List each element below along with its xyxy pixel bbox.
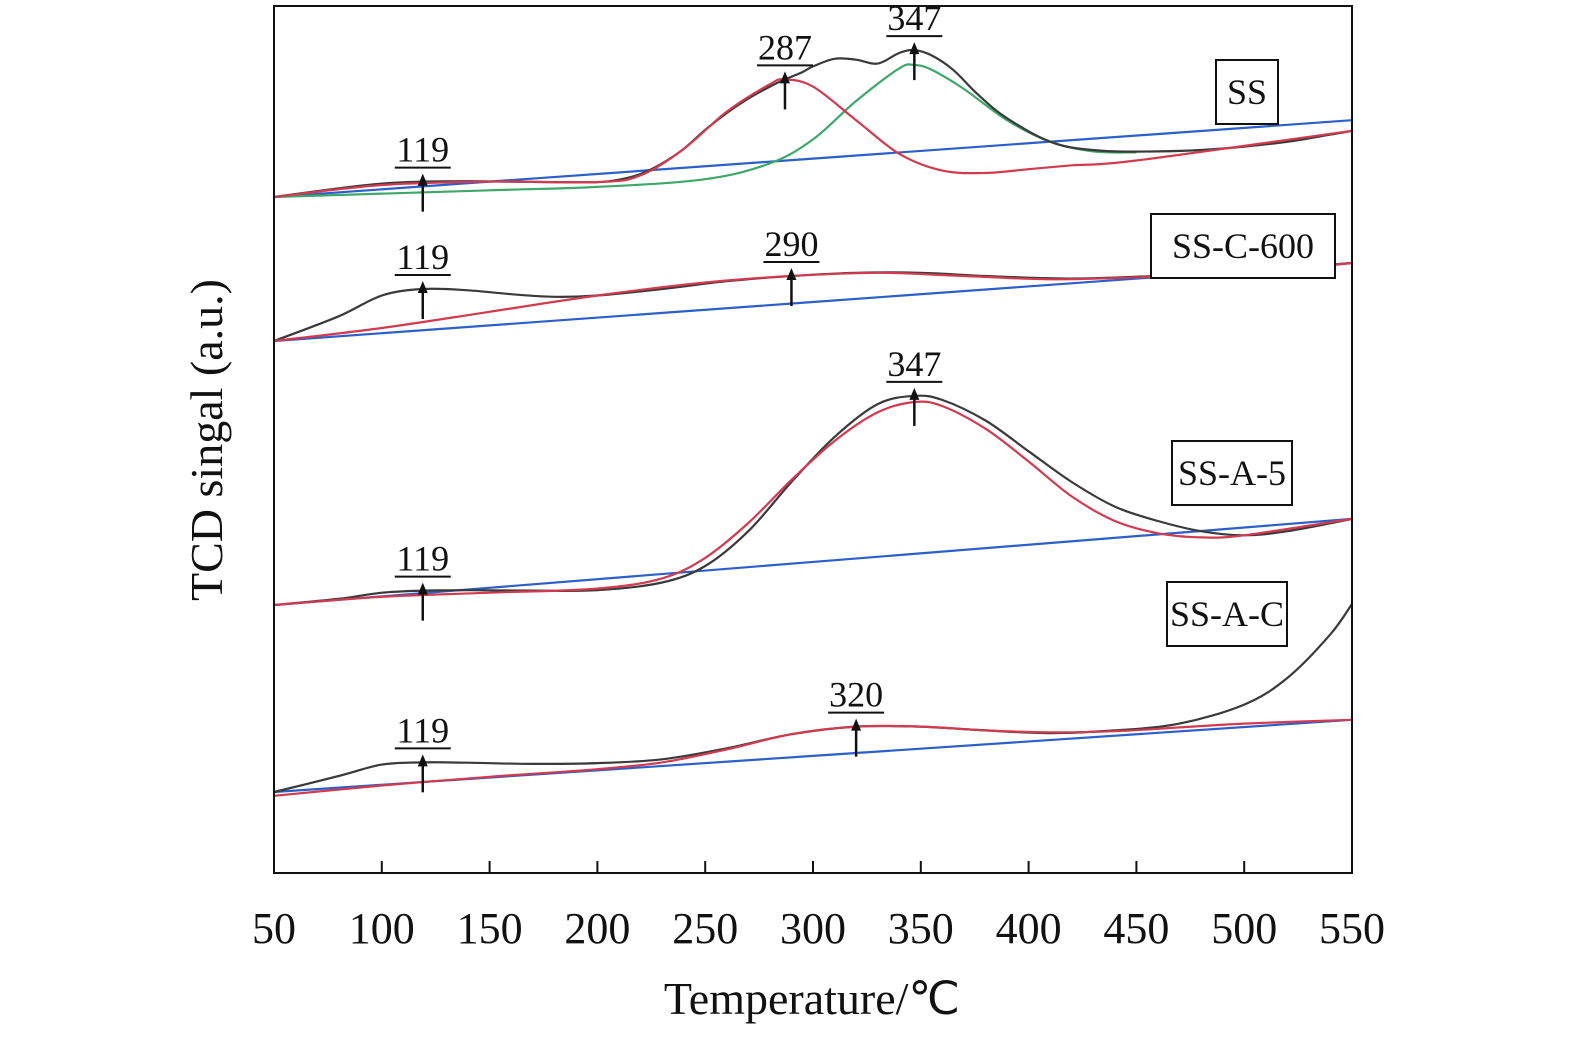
peak-label: 119 — [396, 539, 449, 579]
peak-arrow-head — [909, 42, 920, 55]
measured-line — [273, 48, 1353, 199]
x-tick-label: 250 — [672, 904, 738, 953]
peak-arrow-head — [851, 718, 862, 731]
sample-label-box — [1150, 213, 1336, 279]
peak-arrow-head — [909, 387, 920, 400]
peak-marker-287: 287 — [756, 27, 813, 110]
sample-label-box — [1215, 59, 1279, 125]
sample-label-box — [1166, 581, 1288, 647]
x-tick-label: 200 — [564, 904, 630, 953]
peak-arrow-head — [417, 281, 428, 293]
panel-4: SS-A-C 119 320 — [273, 581, 1353, 797]
panel-2: SS-C-600 119 290 — [273, 213, 1353, 343]
measured-line — [273, 394, 1353, 607]
x-tick-label: 400 — [996, 904, 1062, 953]
x-axis-ticks: 50 100 150 200 250 300 350 400 450 500 550 — [252, 861, 1385, 953]
peak-marker-119: 119 — [394, 237, 451, 319]
fit-peak-line — [273, 400, 1353, 607]
x-tick-label: 300 — [780, 904, 846, 953]
peak-arrow-head — [786, 268, 797, 280]
peak-arrow-head — [417, 582, 428, 595]
y-axis-title: TCD singal (a.u.) — [181, 279, 232, 601]
peak-marker-320: 320 — [828, 675, 885, 757]
peak-label: 290 — [764, 224, 818, 264]
peak-arrow-head — [417, 754, 428, 767]
peak-label: 119 — [396, 237, 449, 277]
peak-marker-119: 119 — [394, 710, 451, 793]
sample-label: SS-A-C — [1170, 594, 1284, 634]
x-tick-label: 550 — [1319, 904, 1385, 953]
peak-marker-119: 119 — [394, 539, 451, 621]
peak-marker-290: 290 — [763, 224, 820, 306]
sample-label: SS-C-600 — [1172, 226, 1314, 266]
fit-peak-line — [273, 718, 1353, 797]
x-axis-title: Temperature/℃ — [664, 973, 960, 1024]
peak-marker-347: 347 — [886, 344, 943, 426]
peak-arrow-head — [779, 71, 790, 84]
peak-marker-347: 347 — [886, 0, 943, 81]
x-tick-label: 150 — [457, 904, 523, 953]
fit-peak-line — [273, 78, 1353, 199]
peak-marker-119: 119 — [394, 130, 451, 212]
peak-label: 119 — [396, 710, 449, 750]
x-tick-label: 450 — [1103, 904, 1169, 953]
peak-arrow-head — [417, 173, 428, 186]
peak-label: 119 — [396, 130, 449, 170]
sample-label: SS — [1227, 72, 1267, 112]
peak-label: 287 — [758, 27, 812, 67]
peak-label: 320 — [829, 675, 883, 715]
x-tick-label: 50 — [252, 904, 296, 953]
x-tick-label: 350 — [888, 904, 954, 953]
sample-label-box — [1171, 440, 1293, 506]
peak-label: 347 — [887, 344, 941, 384]
x-tick-label: 100 — [349, 904, 415, 953]
x-tick-label: 500 — [1211, 904, 1277, 953]
baseline-line — [273, 119, 1353, 199]
panel-3: SS-A-5 119 347 — [273, 344, 1353, 621]
sample-label: SS-A-5 — [1178, 453, 1286, 493]
panel-1: SS 119 287 347 — [273, 0, 1353, 212]
